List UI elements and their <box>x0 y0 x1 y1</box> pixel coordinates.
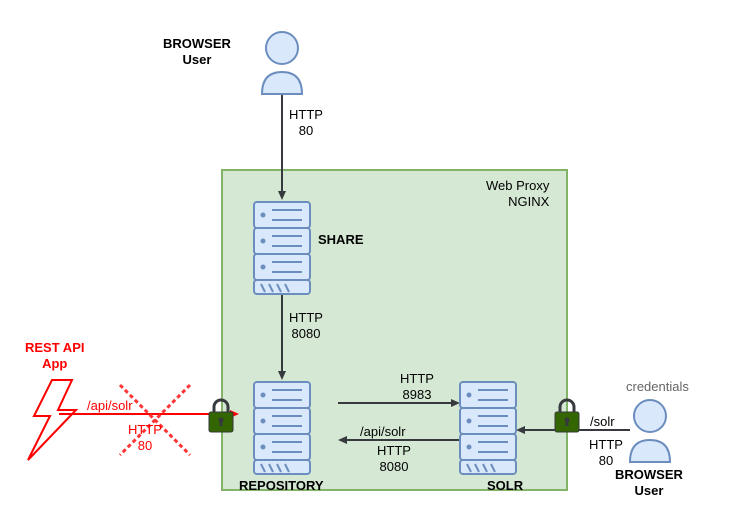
user-icon-top <box>262 32 302 94</box>
blocked-x-icon <box>120 385 190 455</box>
user-icon-right <box>630 400 670 462</box>
repository-server-icon <box>254 382 310 474</box>
rest-api-icon <box>28 380 76 460</box>
solr-server-icon <box>460 382 516 474</box>
share-server-icon <box>254 202 310 294</box>
architecture-diagram <box>0 0 731 522</box>
